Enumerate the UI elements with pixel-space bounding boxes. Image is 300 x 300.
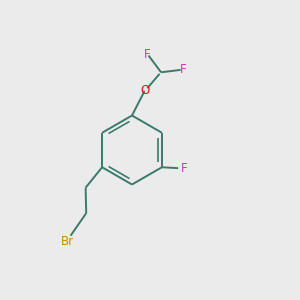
Text: F: F xyxy=(180,63,187,76)
Text: F: F xyxy=(182,162,188,175)
Text: Br: Br xyxy=(61,235,74,248)
Text: F: F xyxy=(144,47,150,61)
Text: O: O xyxy=(140,84,149,98)
